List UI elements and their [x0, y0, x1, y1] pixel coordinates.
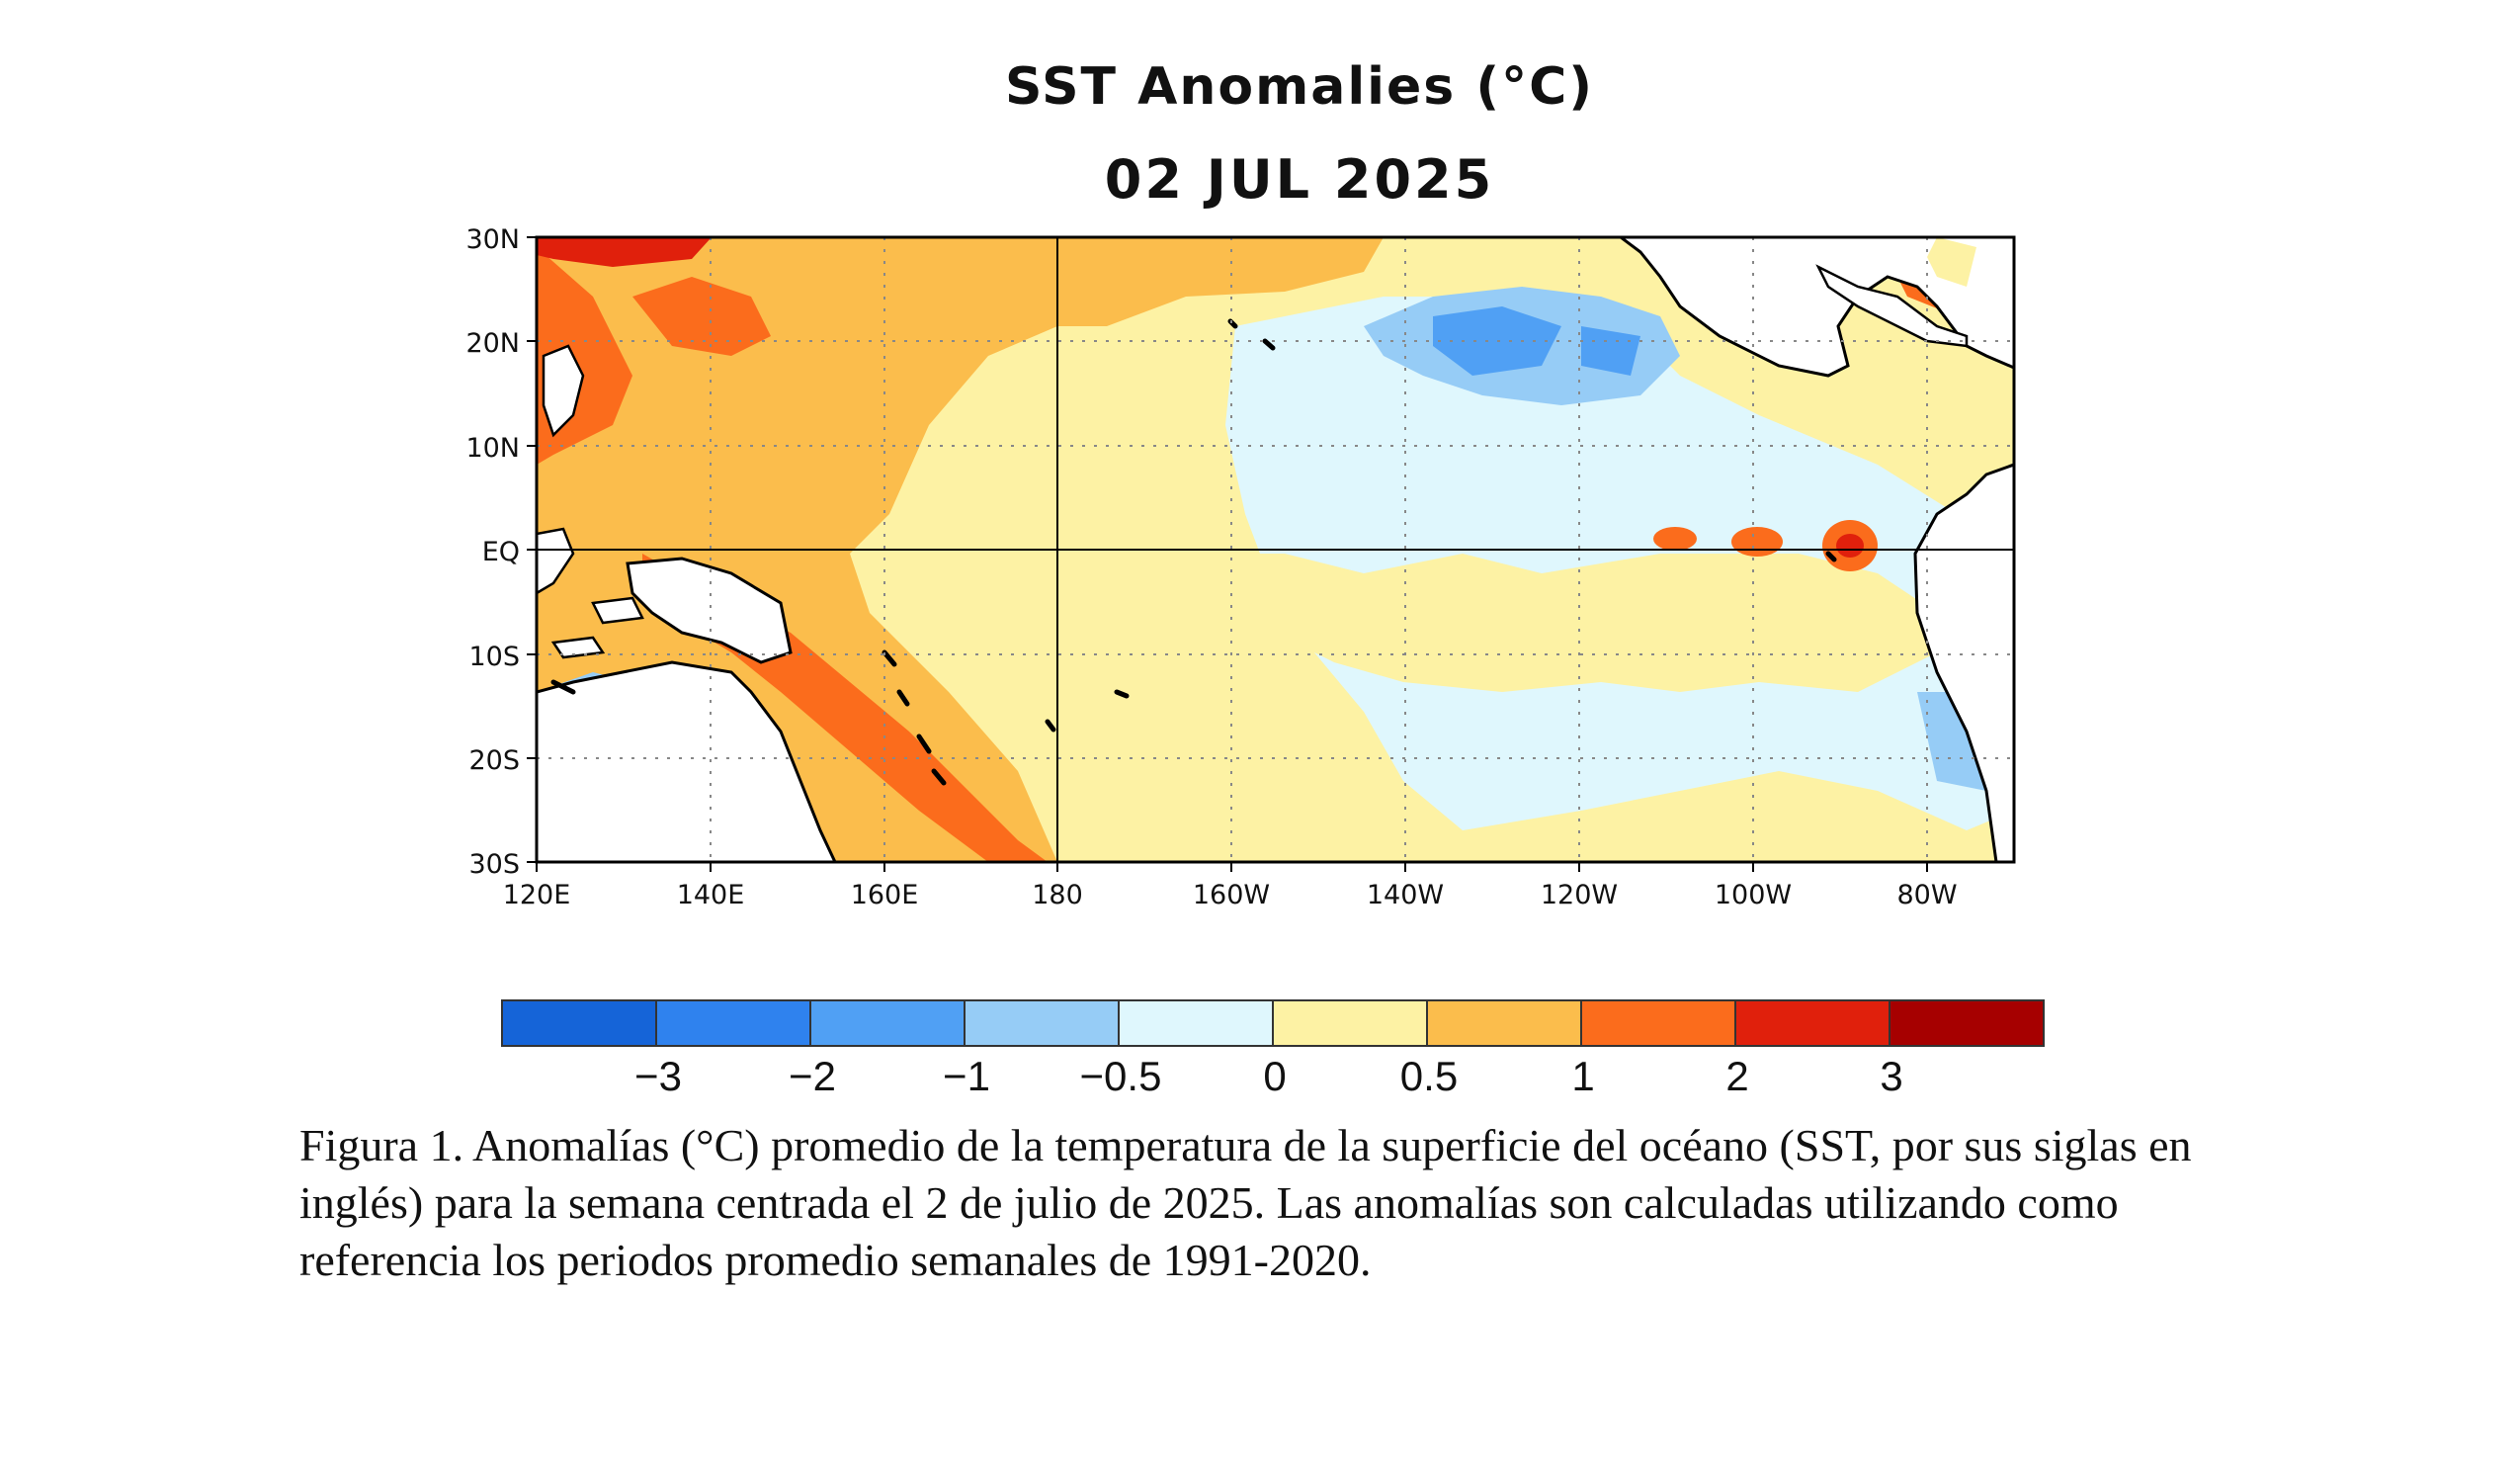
colorbar-swatch — [1734, 999, 1890, 1047]
colorbar-tick-label: 2 — [1725, 1053, 1748, 1099]
colorbar-swatch — [655, 999, 811, 1047]
land-islands-banda — [591, 596, 644, 625]
lon-label: 140E — [677, 880, 745, 910]
anomaly-hotspot-110w — [1653, 527, 1697, 551]
land-cuba-region — [1815, 264, 1969, 348]
anomaly-hotspot-100w — [1731, 527, 1783, 557]
lon-label: 120E — [503, 880, 571, 910]
anomaly-region-nw-peak — [537, 237, 712, 267]
lon-label: 140W — [1367, 880, 1444, 910]
colorbar-tick-label: 3 — [1880, 1053, 1902, 1099]
land-australia — [537, 660, 837, 862]
lat-label: 10N — [465, 433, 520, 464]
colorbar-swatch — [501, 999, 657, 1047]
colorbar-swatch — [1889, 999, 2045, 1047]
lon-label: 120W — [1541, 880, 1618, 910]
colorbar-tick-label: −3 — [634, 1053, 682, 1099]
lon-label: 180 — [1032, 880, 1083, 910]
land-north-america — [1618, 237, 2014, 378]
lon-label: 80W — [1896, 880, 1957, 910]
lon-label: 160W — [1193, 880, 1270, 910]
colorbar-swatch — [1580, 999, 1736, 1047]
lat-label: 30N — [465, 224, 520, 255]
map-date: 02 JUL 2025 — [1104, 148, 1495, 211]
land-south-america — [1913, 463, 2014, 862]
land-new-guinea — [626, 557, 793, 664]
colorbar-swatch — [1426, 999, 1582, 1047]
colorbar-tick-label: 1 — [1571, 1053, 1594, 1099]
colorbar — [501, 999, 2045, 1047]
map-title: SST Anomalies (°C) — [1004, 57, 1595, 117]
lat-label: 10S — [469, 642, 521, 672]
island-chains — [550, 318, 1837, 786]
lat-label: 20S — [469, 745, 521, 776]
axis-ticks — [527, 236, 1928, 872]
lat-label: 30S — [469, 849, 521, 880]
anomaly-hotspot-90w-core — [1836, 534, 1864, 558]
colorbar-tick-label: 0 — [1263, 1053, 1286, 1099]
colorbar-tick-label: −1 — [943, 1053, 990, 1099]
anomaly-region-north-warm — [1057, 237, 1384, 326]
anomaly-gulf-water — [1927, 237, 1976, 287]
land-indonesia — [537, 527, 575, 595]
lat-label: 20N — [465, 328, 520, 359]
colorbar-swatch — [1118, 999, 1274, 1047]
lon-label: 160E — [851, 880, 919, 910]
land-islands-timor — [550, 636, 606, 659]
land-philippines — [542, 344, 585, 438]
map-reference-lines — [537, 237, 2014, 862]
anomaly-region-equatorial-warm — [1216, 554, 1937, 692]
colorbar-swatch — [809, 999, 966, 1047]
lat-label: EQ — [482, 537, 520, 567]
figure-caption: Figura 1. Anomalías (°C) promedio de la … — [299, 1120, 2192, 1285]
colorbar-tick-label: 0.5 — [1400, 1053, 1458, 1099]
lon-label: 100W — [1715, 880, 1792, 910]
colorbar-tick-label: −2 — [789, 1053, 836, 1099]
anomaly-region-hot-patch — [632, 277, 771, 356]
colorbar-swatch — [1272, 999, 1428, 1047]
anomaly-region-cold-core-2 — [1581, 326, 1640, 376]
colorbar-tick-label: −0.5 — [1080, 1053, 1162, 1099]
colorbar-swatch — [964, 999, 1120, 1047]
